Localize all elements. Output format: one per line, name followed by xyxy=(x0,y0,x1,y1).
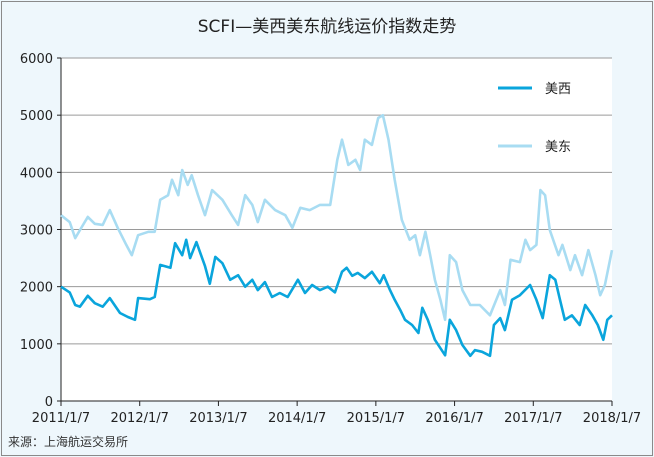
chart-title: SCFI—美西美东航线运价指数走势 xyxy=(197,17,457,37)
legend-label: 美东 xyxy=(545,140,571,155)
y-tick-label: 5000 xyxy=(20,109,53,124)
x-tick-label: 2011/1/7 xyxy=(32,411,90,426)
y-tick-label: 0 xyxy=(45,395,53,410)
y-tick-label: 2000 xyxy=(20,281,53,296)
y-tick-label: 1000 xyxy=(20,338,53,353)
y-tick-label: 4000 xyxy=(20,166,53,181)
x-tick-label: 2018/1/7 xyxy=(583,411,641,426)
source-note: 来源：上海航运交易所 xyxy=(8,435,129,449)
x-tick-label: 2017/1/7 xyxy=(504,411,562,426)
x-tick-label: 2012/1/7 xyxy=(111,411,169,426)
y-tick-label: 6000 xyxy=(20,52,53,67)
series-line-us-west xyxy=(60,238,613,358)
x-tick-label: 2014/1/7 xyxy=(268,411,326,426)
legend-label: 美西 xyxy=(545,82,571,97)
x-tick-label: 2013/1/7 xyxy=(189,411,247,426)
y-tick-label: 3000 xyxy=(20,224,53,239)
x-tick-label: 2016/1/7 xyxy=(425,411,483,426)
series-line-us-east xyxy=(60,113,614,322)
x-tick-label: 2015/1/7 xyxy=(347,411,405,426)
